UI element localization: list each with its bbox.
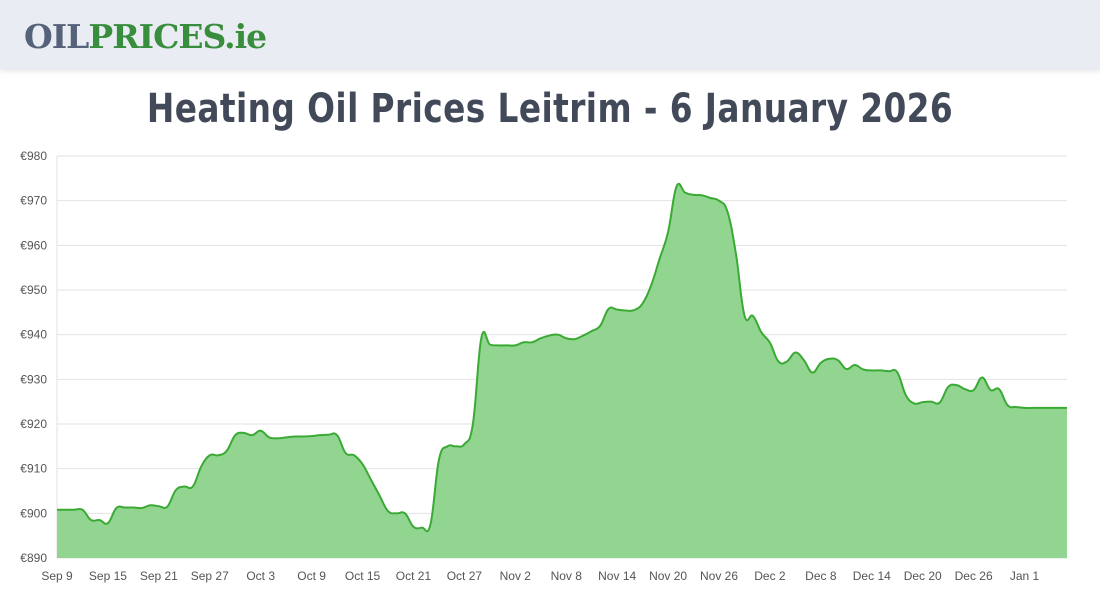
- y-tick-label: €960: [20, 238, 47, 252]
- x-tick-label: Dec 20: [904, 569, 942, 583]
- x-tick-label: Dec 2: [754, 569, 786, 583]
- x-tick-label: Nov 2: [500, 569, 532, 583]
- y-tick-label: €980: [20, 149, 47, 163]
- x-tick-label: Jan 1: [1010, 569, 1040, 583]
- y-tick-label: €940: [20, 328, 47, 342]
- x-tick-label: Oct 9: [297, 569, 326, 583]
- x-tick-label: Nov 20: [649, 569, 687, 583]
- x-tick-label: Nov 14: [598, 569, 636, 583]
- x-tick-label: Oct 3: [246, 569, 275, 583]
- x-tick-label: Dec 8: [805, 569, 837, 583]
- logo-text-prices: PRICES.ie: [88, 17, 267, 56]
- y-tick-label: €920: [20, 417, 47, 431]
- x-tick-label: Sep 21: [140, 569, 178, 583]
- x-tick-label: Sep 15: [89, 569, 127, 583]
- x-tick-label: Sep 9: [41, 569, 73, 583]
- x-tick-label: Sep 27: [191, 569, 229, 583]
- x-tick-label: Dec 26: [955, 569, 993, 583]
- price-area: [57, 183, 1067, 558]
- x-tick-label: Oct 21: [396, 569, 432, 583]
- x-tick-label: Oct 27: [447, 569, 483, 583]
- price-line: [56, 182, 1067, 533]
- x-tick-label: Oct 15: [345, 569, 381, 583]
- y-tick-label: €950: [20, 283, 47, 297]
- site-logo[interactable]: OILPRICES.ie: [24, 17, 267, 57]
- y-tick-label: €970: [20, 194, 47, 208]
- x-tick-label: Nov 26: [700, 569, 738, 583]
- logo-text-oil: OIL: [24, 17, 89, 56]
- y-tick-label: €890: [20, 551, 47, 565]
- x-tick-label: Dec 14: [853, 569, 891, 583]
- y-tick-label: €930: [20, 372, 47, 386]
- y-tick-label: €910: [20, 462, 47, 476]
- x-tick-label: Nov 8: [551, 569, 583, 583]
- top-bar: OILPRICES.ie: [0, 0, 1100, 70]
- y-tick-label: €900: [20, 506, 47, 520]
- page-title: Heating Oil Prices Leitrim - 6 January 2…: [146, 86, 954, 132]
